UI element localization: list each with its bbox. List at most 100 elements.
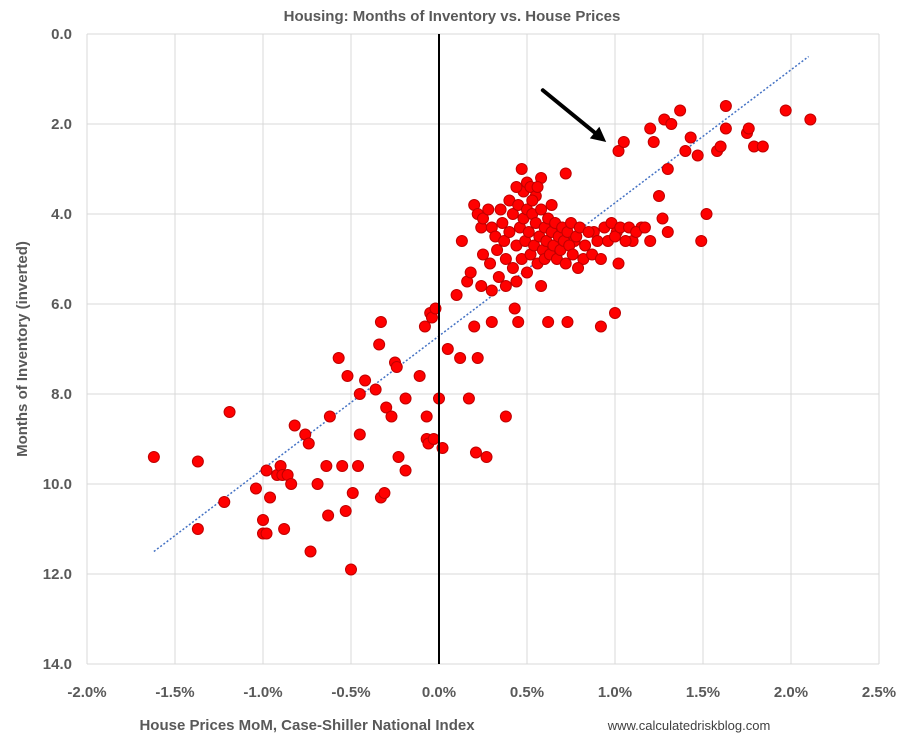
data-point	[684, 131, 697, 144]
data-point	[665, 118, 678, 130]
data-point	[373, 338, 386, 351]
data-point	[656, 212, 669, 225]
data-point	[427, 433, 440, 445]
data-point	[475, 280, 488, 292]
data-point	[471, 352, 484, 364]
data-point	[535, 203, 548, 216]
data-point	[503, 226, 516, 238]
annotation-layer	[540, 88, 607, 142]
data-point	[482, 203, 495, 216]
data-point	[612, 145, 625, 157]
data-point	[345, 563, 357, 576]
data-point	[498, 235, 511, 247]
data-point	[353, 388, 366, 400]
data-point	[566, 248, 579, 261]
data-point	[674, 104, 687, 117]
data-point	[320, 460, 333, 472]
x-tick-label: -1.5%	[155, 684, 194, 701]
x-tick-label: 2.0%	[774, 684, 808, 701]
data-point	[484, 257, 497, 270]
data-point	[480, 451, 493, 463]
data-point	[378, 487, 391, 499]
data-point	[515, 163, 528, 175]
data-point	[260, 464, 273, 477]
data-points	[147, 100, 817, 576]
data-point	[804, 113, 817, 126]
x-axis-ticks: -2.0% -1.5% -1.0% -0.5% 0.0% 0.5% 1.0% 1.5% 2.0%…	[67, 684, 896, 701]
data-point	[485, 316, 498, 328]
data-point	[499, 280, 512, 292]
data-point	[526, 194, 539, 207]
data-point	[617, 136, 630, 148]
data-point	[264, 491, 277, 504]
data-point	[485, 284, 498, 297]
data-point	[462, 392, 475, 405]
y-tick-label: 6.0	[51, 296, 72, 313]
data-point	[332, 352, 345, 364]
data-point	[359, 374, 372, 387]
chart-title: Housing: Months of Inventory vs. House P…	[284, 8, 621, 25]
y-tick-label: 2.0	[51, 116, 72, 133]
x-tick-label: 0.0%	[422, 684, 456, 701]
data-point	[477, 212, 489, 225]
data-point	[522, 226, 535, 238]
data-point	[260, 527, 273, 540]
data-point	[496, 217, 509, 229]
data-point	[454, 352, 467, 364]
y-tick-label: 4.0	[51, 206, 72, 223]
x-tick-label: -2.0%	[67, 684, 106, 701]
data-point	[531, 181, 544, 193]
data-point	[323, 410, 336, 423]
x-tick-label: 1.5%	[686, 684, 720, 701]
data-point	[147, 451, 160, 463]
data-point	[691, 149, 704, 162]
x-tick-label: 2.5%	[862, 684, 896, 701]
data-point	[653, 190, 665, 202]
data-point	[512, 316, 525, 328]
data-point	[661, 163, 674, 175]
data-point	[288, 419, 301, 432]
data-point	[521, 266, 533, 279]
data-point	[278, 523, 291, 535]
data-point	[499, 253, 512, 265]
data-point	[249, 482, 262, 495]
data-point	[390, 361, 403, 373]
data-point	[714, 140, 727, 153]
y-axis-title: Months of Inventory (inverted)	[14, 241, 31, 457]
data-point	[468, 320, 481, 333]
data-point	[392, 451, 405, 463]
data-point	[510, 275, 523, 288]
data-point	[510, 181, 523, 193]
data-point	[455, 235, 468, 247]
data-point	[719, 100, 732, 112]
data-point	[374, 316, 387, 328]
data-point	[339, 505, 352, 517]
y-tick-label: 8.0	[51, 386, 72, 403]
data-point	[638, 221, 651, 234]
data-point	[559, 257, 572, 270]
data-point	[508, 302, 521, 315]
data-point	[302, 437, 315, 450]
data-point	[469, 446, 482, 459]
data-point	[647, 136, 660, 148]
data-point	[499, 410, 512, 423]
data-point	[679, 145, 692, 157]
data-point	[779, 104, 792, 117]
data-point	[561, 316, 574, 328]
data-point	[700, 208, 713, 220]
data-point	[695, 235, 708, 247]
data-point	[191, 523, 204, 535]
data-point	[191, 455, 204, 468]
y-tick-label: 10.0	[43, 476, 72, 493]
data-point	[506, 208, 519, 220]
data-point	[218, 496, 231, 508]
data-point	[545, 199, 558, 211]
data-point	[380, 401, 393, 414]
data-point	[594, 253, 607, 265]
data-point	[420, 410, 433, 423]
data-point	[572, 262, 585, 274]
source-credit: www.calculatedriskblog.com	[607, 718, 771, 733]
annotation-arrow-shaft	[540, 88, 597, 135]
data-point	[579, 239, 592, 252]
